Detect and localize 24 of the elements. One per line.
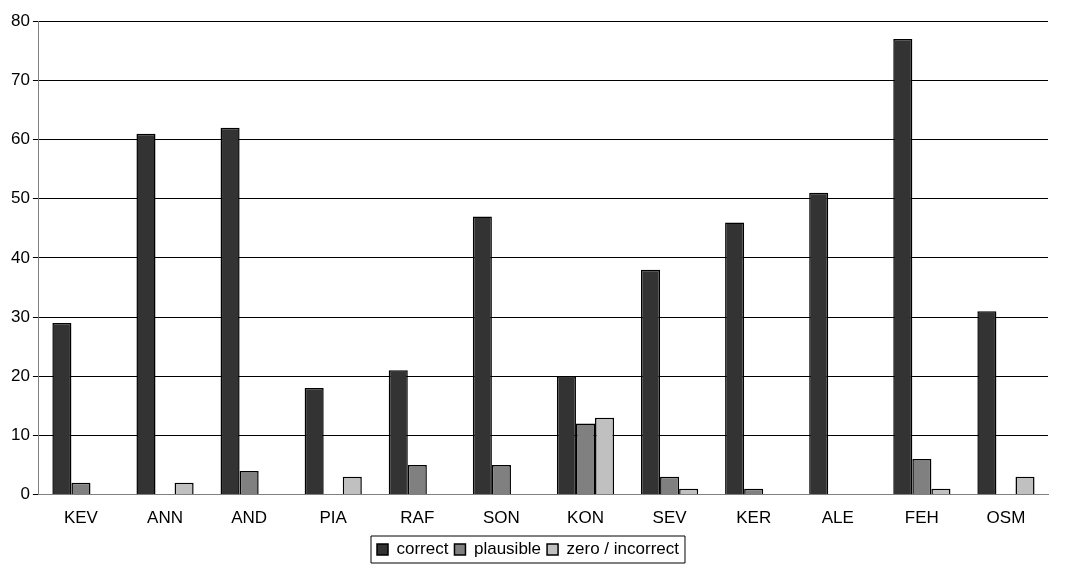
x-tick-label: ANN (147, 508, 183, 528)
legend-label: plausible (473, 539, 542, 559)
y-tick-label: 60 (10, 129, 30, 149)
y-tick-label: 20 (10, 365, 30, 385)
x-tick-label: KER (736, 508, 772, 528)
y-tick-label: 10 (10, 425, 30, 445)
y-tick-label: 0 (20, 484, 30, 504)
y-tick-label: 80 (10, 10, 30, 30)
x-tick-label: SEV (652, 508, 688, 528)
x-tick-label: ALE (821, 508, 854, 528)
x-tick-label: KEV (63, 508, 99, 528)
x-tick-label: RAF (400, 508, 435, 528)
y-tick-label: 40 (10, 247, 30, 267)
x-tick-label: SON (482, 508, 520, 528)
x-tick-label: FEH (904, 508, 939, 528)
y-tick-label: 50 (10, 188, 30, 208)
x-tick-label: KON (567, 508, 604, 528)
x-tick-label: OSM (986, 508, 1026, 528)
y-tick-label: 30 (10, 306, 30, 326)
x-tick-label: AND (231, 508, 268, 528)
y-tick-label: 70 (10, 70, 30, 90)
x-tick-label: PIA (319, 508, 348, 528)
legend-label: correct (396, 539, 449, 559)
legend-label: zero / incorrect (566, 539, 680, 559)
